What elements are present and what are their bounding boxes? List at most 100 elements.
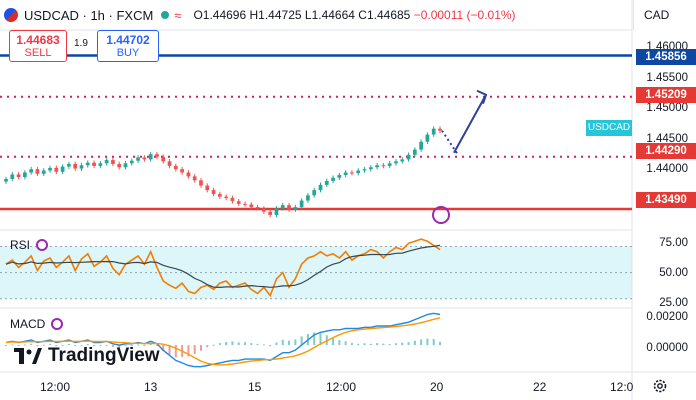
candle-body	[142, 157, 147, 160]
currency-selector[interactable]: CAD	[633, 0, 696, 30]
macd-histogram-bar	[420, 339, 423, 346]
macd-histogram-bar	[5, 345, 7, 347]
macd-histogram-bar	[212, 344, 215, 346]
rsi-tick: 25.00	[659, 297, 688, 309]
candle-body	[85, 162, 90, 166]
low-value: L1.44664	[304, 8, 355, 22]
macd-histogram-bar	[382, 343, 385, 346]
candle-body	[375, 165, 379, 168]
flash-alert-icon[interactable]	[432, 206, 450, 224]
time-tick: 20	[430, 380, 444, 394]
rsi-tick: 50.00	[659, 267, 688, 279]
macd-histogram-bar	[61, 345, 64, 347]
forecast-up-arrow	[453, 94, 487, 154]
macd-histogram-bar	[30, 343, 33, 346]
candle-body	[186, 172, 191, 177]
candle-body	[54, 167, 59, 172]
macd-histogram-bar	[332, 337, 335, 346]
candle-body	[406, 154, 411, 160]
macd-histogram-bar	[174, 345, 177, 358]
candle-body	[10, 174, 15, 179]
macd-histogram-bar	[105, 344, 108, 346]
macd-histogram-bar	[118, 345, 121, 348]
macd-histogram-bar	[376, 343, 379, 346]
sell-price: 1.44683	[16, 33, 60, 47]
rsi-line	[5, 238, 441, 298]
candle-body	[205, 185, 210, 191]
sell-button[interactable]: 1.44683 SELL	[9, 30, 67, 62]
macd-tick: 0.00000	[646, 342, 688, 354]
macd-histogram-bar	[42, 344, 45, 346]
macd-histogram-bar	[275, 342, 278, 346]
macd-histogram-bar	[111, 345, 114, 347]
rsi-signal-line	[5, 244, 441, 289]
macd-histogram-bar	[256, 343, 259, 346]
rsi-title: RSI	[10, 238, 31, 252]
candle-body	[243, 203, 247, 205]
macd-histogram-bar	[269, 345, 272, 347]
candle-body	[419, 141, 423, 150]
macd-histogram-bar	[363, 343, 366, 346]
candle-body	[343, 172, 348, 176]
settings-gear-icon[interactable]	[652, 378, 668, 394]
symbol-label[interactable]: USDCAD · 1h · FXCM	[24, 7, 154, 23]
macd-histogram-bar	[55, 345, 58, 347]
time-tick: 12:00	[40, 380, 71, 394]
market-open-icon	[161, 11, 170, 19]
time-tick: 12:00	[326, 380, 357, 394]
candle-body	[16, 174, 21, 178]
time-tick: 12:0	[610, 380, 634, 394]
rsi-pane-title: RSI	[10, 238, 49, 252]
candle-body	[98, 163, 103, 166]
macd-histogram-bar	[168, 345, 171, 355]
buy-button[interactable]: 1.44702 BUY	[97, 30, 159, 62]
candle-body	[331, 177, 335, 181]
change-value: −0.00011 (−0.01%)	[413, 8, 516, 22]
price-tick: 1.44500	[646, 133, 688, 145]
candle-body	[173, 165, 178, 170]
macd-histogram-bar	[413, 340, 416, 346]
candle-body	[394, 161, 398, 164]
candle-body	[381, 165, 386, 167]
candle-body	[249, 204, 254, 208]
candle-body	[4, 179, 8, 182]
candle-body	[280, 205, 285, 209]
candle-body	[293, 207, 298, 210]
candle-body	[155, 154, 159, 157]
macd-histogram-bar	[155, 345, 158, 347]
macd-settings-icon[interactable]	[51, 318, 64, 330]
macd-histogram-bar	[193, 345, 196, 354]
chart-header: USDCAD · 1h · FXCM ≈ O1.44696 H1.44725 L…	[0, 0, 632, 30]
macd-histogram-bar	[187, 345, 190, 357]
candle-body	[368, 167, 373, 170]
macd-histogram-bar	[11, 344, 14, 346]
candle-body	[161, 156, 166, 162]
macd-histogram-bar	[86, 344, 89, 346]
candle-body	[350, 172, 354, 174]
candle-body	[136, 157, 140, 161]
open-value: O1.44696	[193, 8, 247, 22]
macd-histogram-bar	[74, 345, 77, 347]
macd-histogram-bar	[143, 345, 146, 347]
tradingview-brand: TradingView	[48, 345, 160, 366]
macd-histogram-bar	[218, 343, 221, 346]
macd-histogram-bar	[99, 345, 102, 347]
series-label-tag: USDCAD	[586, 120, 632, 136]
macd-histogram-bar	[67, 344, 70, 346]
candle-body	[180, 169, 184, 173]
time-tick: 22	[533, 380, 547, 394]
candle-body	[73, 163, 78, 169]
candle-body	[255, 207, 260, 209]
candle-body	[129, 160, 134, 164]
candle-body	[92, 162, 96, 166]
rsi-settings-icon[interactable]	[36, 239, 49, 251]
macd-histogram-bar	[93, 345, 96, 347]
forecast-arrow-head	[476, 89, 488, 105]
candle-body	[387, 163, 392, 166]
candle-body	[236, 201, 241, 204]
macd-histogram-bar	[199, 345, 202, 351]
macd-histogram-bar	[231, 341, 234, 346]
macd-histogram-bar	[130, 345, 133, 347]
sell-label: SELL	[24, 47, 52, 59]
macd-histogram-bar	[407, 342, 410, 346]
